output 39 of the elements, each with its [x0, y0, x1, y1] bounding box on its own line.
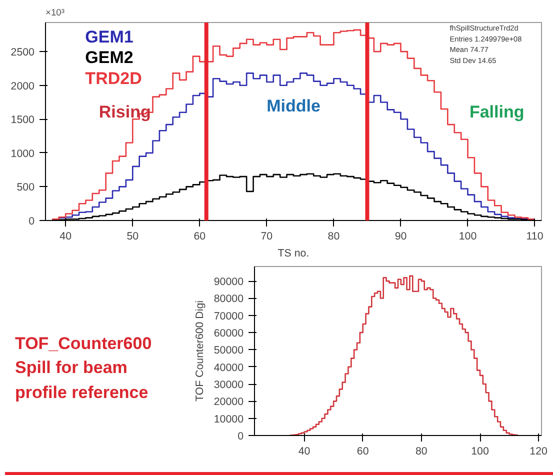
x-tick-label: 70 — [260, 230, 273, 242]
annotation: Middle — [266, 96, 320, 116]
text: TOF_Counter600 Spill for beam profile reference — [15, 333, 152, 404]
y-tick-label: 2500 — [10, 46, 35, 59]
x-tick-label: 90 — [394, 230, 407, 242]
x-tick-label: 60 — [194, 230, 206, 242]
y-tick-label: 60000 — [214, 328, 244, 340]
y-tick-label: 30000 — [214, 379, 244, 392]
x-tick-label: 120 — [530, 446, 548, 458]
y-tick-label: 1000 — [10, 148, 35, 160]
x-tick-label: 40 — [298, 446, 310, 458]
x-tick-label: 50 — [126, 230, 139, 242]
text: ×10³ — [46, 8, 64, 18]
text: GEM2 — [85, 48, 134, 68]
y-tick-label: 10000 — [214, 413, 244, 426]
y-tick-label: 0 — [28, 216, 35, 228]
x-tick-label: 40 — [60, 230, 72, 242]
y-tick-label: 2000 — [10, 80, 35, 92]
x-tick-label: 80 — [416, 446, 428, 458]
x-tick-label: 60 — [356, 446, 369, 458]
annotation: Rising — [98, 102, 151, 122]
text: GEM1 — [85, 27, 134, 46]
annotation: Falling — [469, 102, 524, 122]
x-tick-label: 110 — [526, 230, 544, 242]
y-tick-label: 80000 — [214, 293, 244, 306]
y-tick-label: 50000 — [214, 344, 244, 357]
y-tick-label: 20000 — [214, 396, 244, 408]
y-tick-label: 40000 — [214, 362, 244, 374]
y-tick-label: 70000 — [214, 310, 244, 322]
y-tick-label: 500 — [16, 182, 35, 194]
x-axis-title: TS no. — [278, 248, 310, 260]
y-axis-title: TOF Counter600 Digi — [194, 300, 206, 402]
y-tick-label: 90000 — [214, 276, 244, 288]
x-tick-label: 100 — [458, 230, 477, 242]
series-label: TRD2D — [85, 68, 142, 88]
y-tick-label: 1500 — [10, 114, 35, 126]
x-tick-label: 100 — [471, 446, 489, 458]
x-tick-label: 80 — [328, 230, 340, 242]
y-tick-label: 0 — [238, 430, 244, 442]
